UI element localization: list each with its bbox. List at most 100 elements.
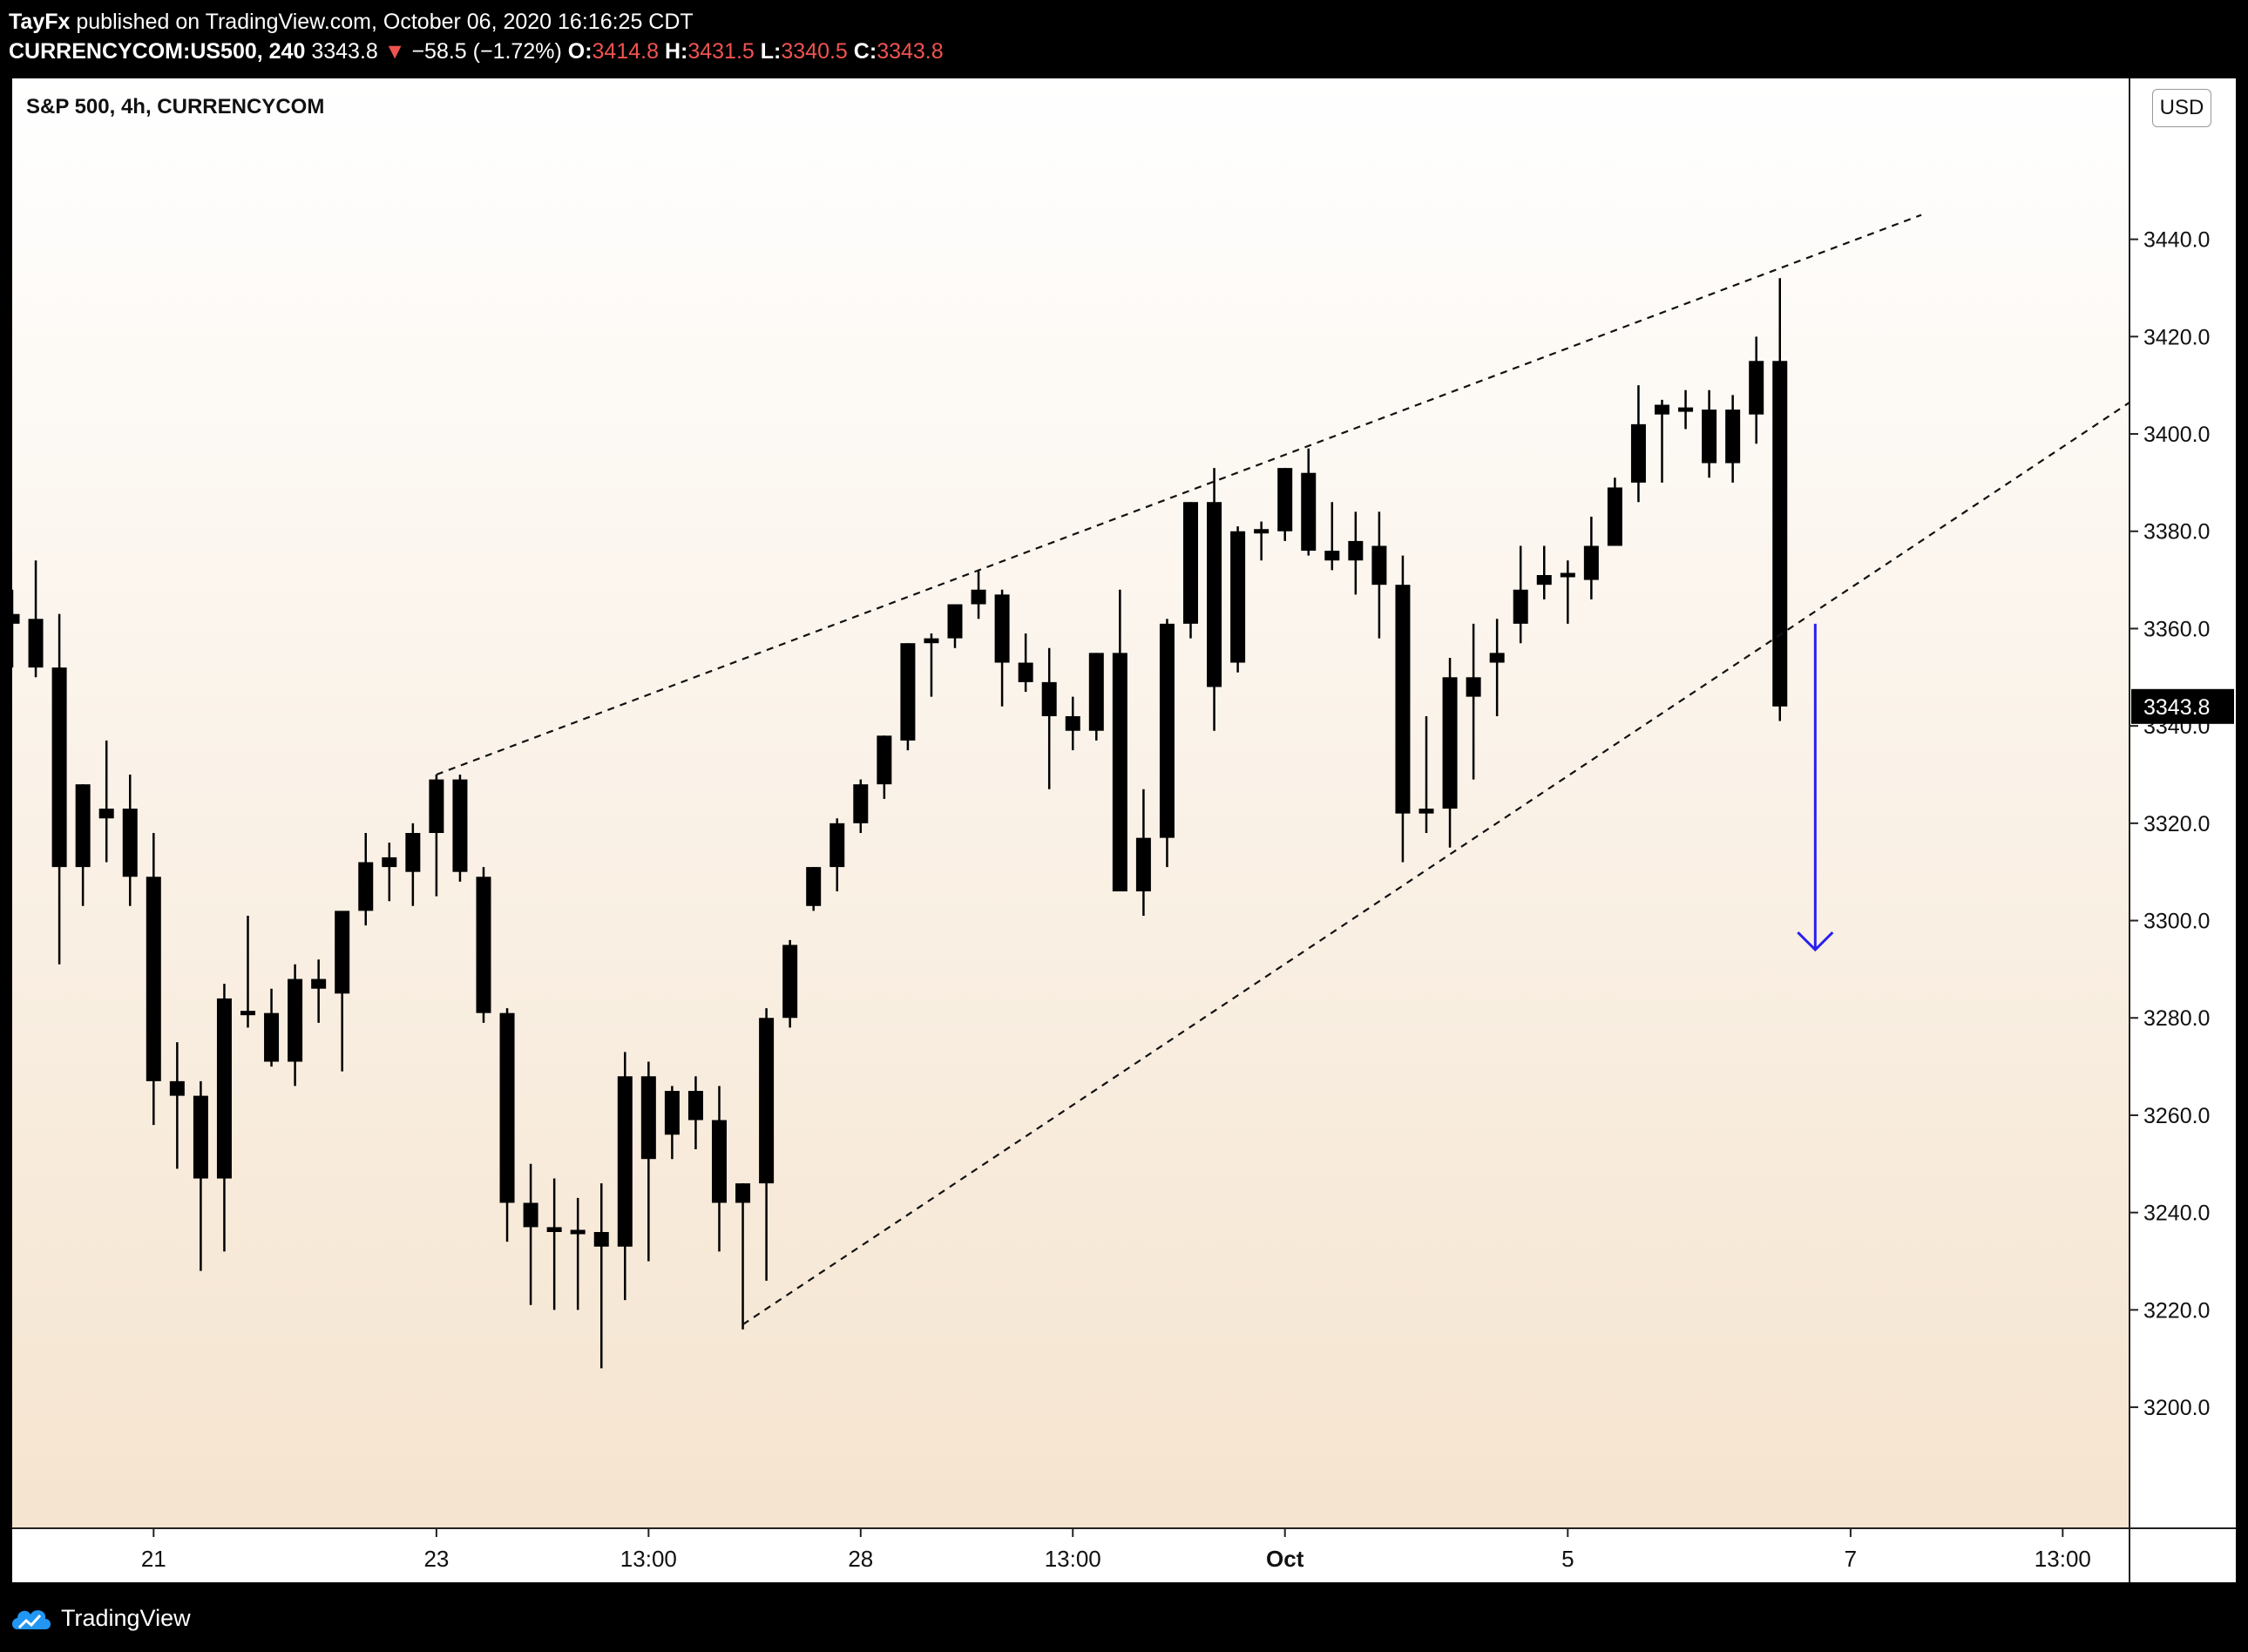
candle-body (546, 1227, 562, 1232)
candle-body (240, 1011, 255, 1016)
candle (1088, 653, 1104, 741)
candle (169, 1042, 185, 1169)
candle (1112, 589, 1127, 892)
currency-button[interactable]: USD (2152, 89, 2211, 127)
candle (924, 633, 939, 697)
candle-body (169, 1080, 185, 1096)
candle (1395, 555, 1411, 863)
y-tick-label: 3220.0 (2143, 1298, 2210, 1323)
candle (1230, 526, 1246, 673)
candle (122, 774, 138, 906)
candle (264, 988, 280, 1067)
change-value: −58.5 (−1.72%) (411, 39, 562, 64)
candle-body (994, 594, 1010, 663)
candle-body (311, 978, 327, 989)
x-tick-label: 13:00 (1045, 1546, 1101, 1572)
candle-body (1301, 472, 1317, 552)
candle (735, 1183, 751, 1330)
candle (476, 867, 491, 1023)
candle (382, 843, 397, 902)
candle-body (947, 604, 963, 639)
candle-body (1371, 545, 1387, 586)
candle-body (1183, 502, 1198, 624)
published-text: published on TradingView.com, October 06… (76, 10, 694, 34)
candle-body (335, 911, 350, 994)
candle-body (712, 1120, 727, 1203)
open-value: 3414.8 (592, 39, 659, 64)
plot-background (12, 78, 2130, 1528)
candle (1419, 715, 1434, 834)
candle (1630, 385, 1646, 503)
candle-body (924, 638, 939, 644)
candle-body (782, 944, 798, 1019)
candle (570, 1197, 586, 1310)
candle (1159, 619, 1175, 868)
candle-body (877, 735, 892, 785)
candle-body (806, 867, 822, 906)
x-tick-label: 5 (1561, 1546, 1574, 1572)
candle (1018, 633, 1033, 693)
author-name[interactable]: TayFx (9, 10, 71, 34)
candle (546, 1178, 562, 1310)
candle (98, 740, 114, 863)
candle-body (735, 1183, 751, 1203)
candle-body (1725, 410, 1741, 464)
candle-body (900, 643, 916, 741)
candle (28, 560, 44, 678)
candle-body (358, 862, 374, 911)
candle-body (1112, 653, 1127, 892)
candle (1254, 521, 1270, 561)
candle-body (1489, 653, 1505, 663)
candle-body (429, 779, 444, 834)
candle-body (1135, 837, 1151, 892)
candle (947, 604, 963, 648)
candle-body (593, 1231, 609, 1247)
candle-body (853, 784, 869, 823)
close-value: 3343.8 (877, 39, 944, 64)
candle (687, 1076, 703, 1150)
candle-body (12, 613, 20, 624)
candle-body (1065, 715, 1080, 731)
candle (358, 833, 374, 926)
candle (782, 939, 798, 1028)
candle-body (617, 1076, 633, 1247)
candle-body (75, 784, 91, 868)
candle (1725, 395, 1741, 483)
candle-body (1324, 551, 1340, 561)
down-triangle-icon: ▼ (383, 39, 406, 64)
y-tick-label: 3320.0 (2143, 812, 2210, 836)
candle (240, 915, 255, 1028)
candle-body (499, 1012, 515, 1203)
candle-body (405, 833, 421, 872)
ohlc-line: CURRENCYCOM:US500, 240 3343.8 ▼ −58.5 (−… (9, 35, 944, 68)
candle (429, 774, 444, 897)
candle-body (687, 1091, 703, 1121)
candle (1513, 545, 1528, 644)
candle-body (1254, 529, 1270, 534)
candle (405, 823, 421, 906)
x-tick-label: 21 (141, 1546, 166, 1572)
candle (51, 613, 67, 965)
candle (1655, 399, 1669, 483)
candle-body (971, 589, 986, 605)
candle-body (829, 823, 845, 868)
candle-body (1702, 410, 1717, 464)
candle (146, 833, 161, 1126)
candle (1135, 789, 1151, 916)
candle (1489, 619, 1505, 716)
y-tick-label: 3360.0 (2143, 617, 2210, 641)
y-tick-label: 3260.0 (2143, 1104, 2210, 1128)
y-tick-label: 3240.0 (2143, 1202, 2210, 1226)
candle-body (1395, 585, 1411, 814)
x-tick-label: 7 (1845, 1546, 1857, 1572)
candle (1442, 657, 1458, 848)
candle-body (1018, 662, 1033, 682)
cloud-icon (12, 1610, 51, 1629)
candle (971, 570, 986, 620)
candle-body (1348, 540, 1364, 561)
x-tick-label: 13:00 (2035, 1546, 2091, 1572)
candle (900, 643, 916, 751)
tradingview-logo[interactable]: TradingView (9, 1603, 191, 1633)
